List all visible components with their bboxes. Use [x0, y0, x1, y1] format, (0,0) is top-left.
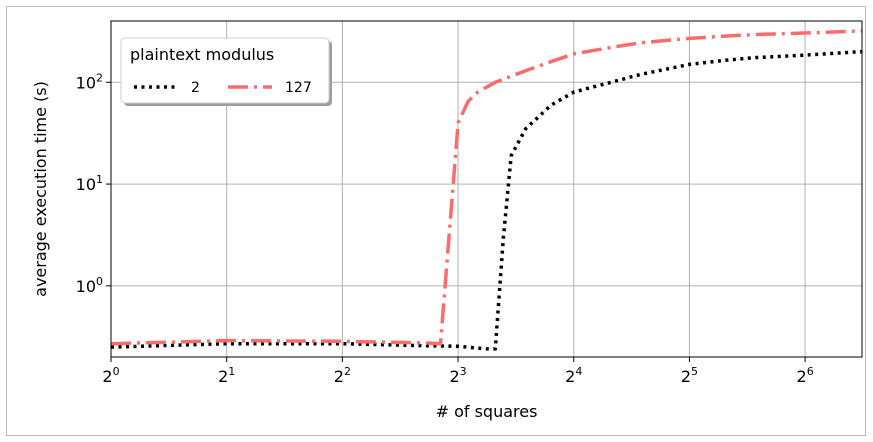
- series-line-2: [111, 49, 862, 351]
- legend: plaintext modulus 2 127: [120, 37, 332, 106]
- y-tick-label-1: 101: [76, 173, 103, 194]
- y-axis: 100 101 102: [76, 71, 111, 296]
- legend-entries: 2 127: [134, 80, 312, 96]
- series-line-127: [111, 29, 862, 346]
- x-tick-label-2: 22: [334, 365, 351, 386]
- y-axis-label: average execution time (s): [31, 81, 50, 297]
- x-tick-label-1: 21: [218, 365, 235, 386]
- x-tick-label-0: 20: [102, 365, 119, 386]
- figure-frame: [6, 6, 866, 436]
- legend-title: plaintext modulus: [130, 45, 274, 64]
- x-tick-label-5: 25: [681, 365, 698, 386]
- x-tick-label-6: 26: [797, 365, 814, 386]
- y-tick-label-2: 102: [76, 71, 103, 92]
- series-layer: [111, 29, 862, 351]
- x-tick-label-3: 23: [449, 365, 466, 386]
- legend-label-127: 127: [285, 80, 312, 96]
- x-axis: 20 21 22 23 24 25 26: [102, 357, 814, 386]
- x-axis-label: # of squares: [436, 402, 538, 421]
- legend-label-2: 2: [191, 80, 200, 96]
- x-tick-label-4: 24: [565, 365, 582, 386]
- y-tick-label-0: 100: [76, 275, 103, 296]
- plot-area: [110, 20, 863, 358]
